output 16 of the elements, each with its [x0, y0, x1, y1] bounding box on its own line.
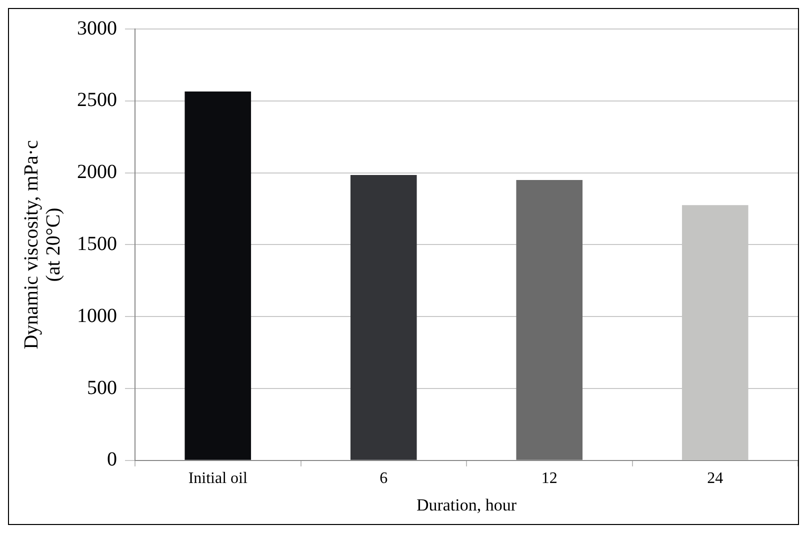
x-tick-label: 24 — [707, 470, 724, 488]
x-axis-title: Duration, hour — [416, 495, 517, 514]
bar — [516, 180, 583, 460]
y-tick-label: 2000 — [77, 161, 117, 184]
bar — [350, 174, 417, 460]
y-tick-label: 0 — [107, 448, 117, 471]
y-tick-label: 3000 — [77, 17, 117, 40]
bar — [184, 92, 252, 460]
y-tick-label: 2500 — [77, 89, 117, 112]
y-tick-label: 1000 — [77, 304, 117, 327]
y-axis-title: Dynamic viscosity, mPa·c (at 20°C) — [20, 140, 64, 350]
x-tick-label: Initial oil — [188, 470, 248, 488]
x-tick-label: 12 — [541, 470, 558, 488]
y-tick-label: 1500 — [77, 232, 117, 255]
y-tick-label: 500 — [87, 376, 117, 399]
x-tick-label: 6 — [380, 470, 388, 488]
